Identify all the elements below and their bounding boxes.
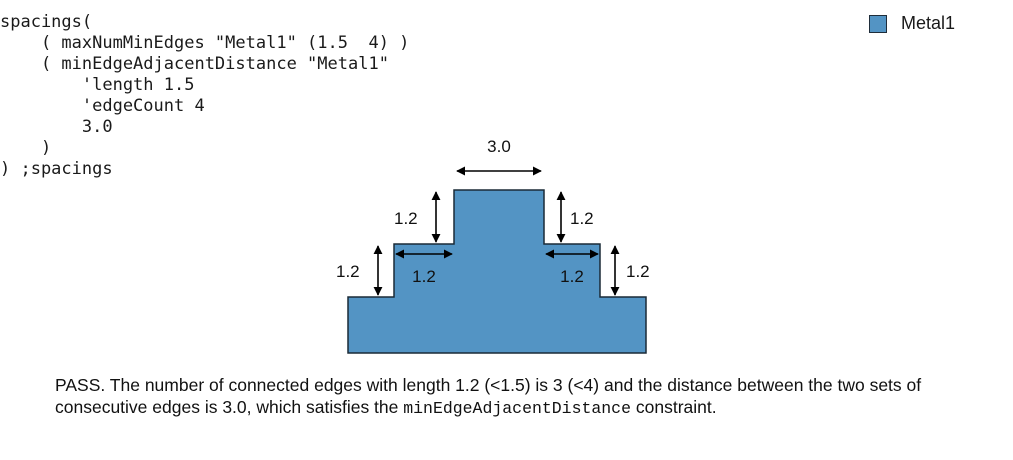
code-line: 'edgeCount 4: [0, 96, 205, 116]
code-line: 3.0: [0, 117, 113, 137]
code-line: ): [0, 138, 52, 158]
code-line: ( maxNumMinEdges "Metal1" (1.5 4) ): [0, 33, 410, 53]
caption-text-end: constraint.: [631, 397, 717, 417]
caption-code-term: minEdgeAdjacentDistance: [403, 399, 631, 418]
legend-label: Metal1: [901, 13, 956, 33]
top-width-label: 3.0: [487, 137, 511, 156]
right-lower-step-label: 1.2: [626, 262, 650, 281]
code-line: spacings(: [0, 12, 93, 32]
legend-swatch: [869, 14, 887, 33]
left-ledge-label: 1.2: [412, 267, 436, 286]
code-block: spacings( ( maxNumMinEdges "Metal1" (1.5…: [0, 12, 409, 180]
code-line: ( minEdgeAdjacentDistance "Metal1": [0, 54, 389, 74]
left-upper-step-label: 1.2: [394, 209, 418, 228]
right-upper-step-label: 1.2: [570, 209, 594, 228]
code-line: 'length 1.5: [0, 75, 195, 95]
right-ledge-label: 1.2: [560, 267, 584, 286]
code-line: ) ;spacings: [0, 159, 113, 179]
caption-text: PASS. The number of connected edges with…: [55, 375, 922, 417]
left-lower-step-label: 1.2: [336, 262, 360, 281]
metal1-shape: [347, 189, 647, 354]
legend: Metal1: [869, 13, 955, 34]
caption: PASS. The number of connected edges with…: [55, 374, 975, 420]
